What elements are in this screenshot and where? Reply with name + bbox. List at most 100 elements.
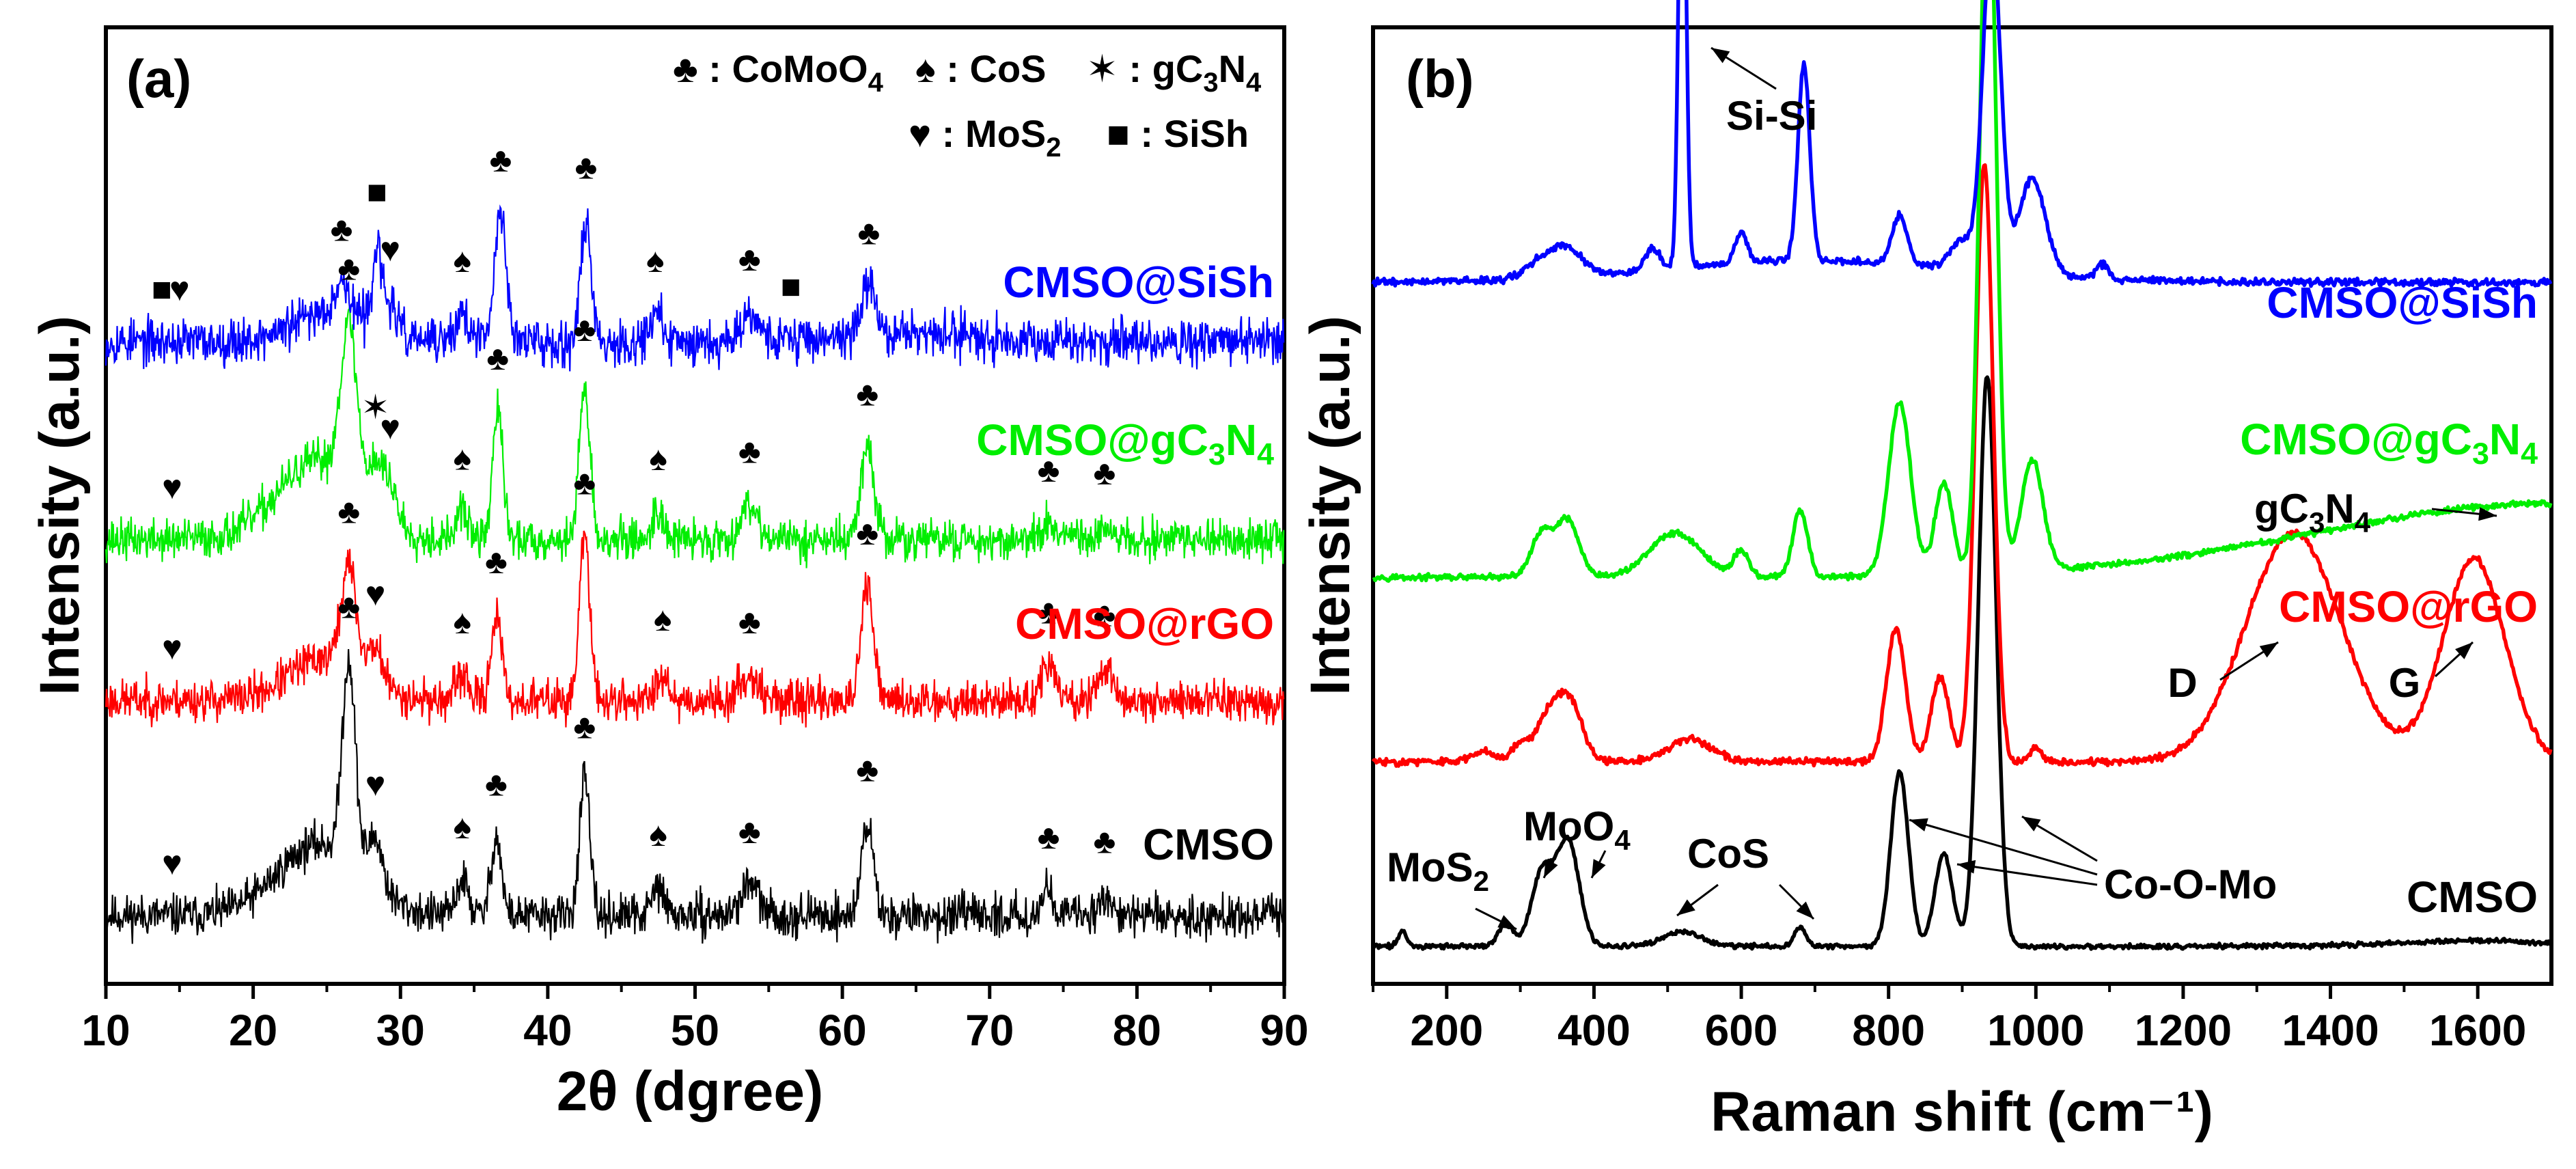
x-tick-label: 20	[229, 1006, 277, 1055]
raman-series-cmso	[1372, 375, 2553, 951]
annotation-arrow-head	[1796, 901, 1814, 919]
panel-b-series-group	[1371, 0, 2553, 951]
xrd-peak-marker: ♣	[485, 765, 508, 803]
xrd-peak-marker: ♠	[454, 603, 472, 641]
xrd-peak-marker: ♣	[1093, 454, 1116, 492]
xrd-peak-marker: ♣	[856, 751, 878, 789]
x-tick-label: 1600	[2429, 1006, 2526, 1055]
legend-entry: ■ : SiSh	[1107, 112, 1249, 155]
legend-entry: ✶ : gC3N4	[1086, 47, 1262, 98]
xrd-series-cmso	[105, 649, 1285, 944]
annotation-arrow-head	[1677, 899, 1695, 916]
annotation-arrow-head	[1909, 818, 1928, 831]
raman-annotation: CoS	[1687, 831, 1769, 877]
annotation-arrow-head	[2022, 816, 2041, 831]
x-tick-label: 10	[81, 1006, 130, 1055]
panel-b: (b) CMSO CMSO@rGO CMSO@gC3N4 CMSO@SiSh Si-S…	[1299, 0, 2553, 1143]
raman-annotation: MoS2	[1387, 844, 1489, 897]
xrd-peak-marker: ♠	[649, 439, 667, 478]
annotation-arrow-head	[1957, 859, 1976, 874]
annotation-arrow-head	[2259, 642, 2278, 658]
raman-annotation: gC3N4	[2254, 486, 2371, 538]
xrd-peak-marker: ♣	[856, 514, 878, 552]
annotation-arrow-line	[1909, 819, 2098, 876]
annotation-arrow-head	[1592, 859, 1606, 878]
xrd-peak-marker: ♠	[454, 808, 472, 846]
xrd-peak-marker: ♣	[738, 240, 761, 278]
panel-a-x-ticks: 10 20 30 40 50 60 70 80 90	[81, 984, 1309, 1055]
x-tick-label: 90	[1260, 1006, 1308, 1055]
xrd-label-cmso-sish: CMSO@SiSh	[1003, 258, 1274, 307]
xrd-peak-marker: ♣	[486, 339, 509, 377]
raman-label-cmso-sish: CMSO@SiSh	[2267, 278, 2538, 327]
panel-b-label: (b)	[1406, 49, 1474, 109]
xrd-peak-marker: ♠	[454, 439, 472, 478]
panel-b-y-axis-title: Intensity (a.u.)	[1299, 316, 1361, 696]
raman-series-cmso-sish	[1371, 0, 2553, 288]
panel-b-x-axis-title: Raman shift (cm⁻¹)	[1711, 1081, 2213, 1143]
xrd-peak-marker: ♣	[738, 432, 761, 471]
xrd-peak-marker: ♠	[454, 241, 472, 279]
x-tick-label: 80	[1113, 1006, 1161, 1055]
raman-label-cmso: CMSO	[2407, 872, 2538, 922]
panel-a-label: (a)	[126, 49, 191, 109]
xrd-peak-marker: ♣	[856, 375, 878, 413]
xrd-peak-marker: ♥	[365, 765, 386, 803]
xrd-peak-marker: ♣	[574, 148, 597, 187]
raman-annotation: D	[2168, 660, 2197, 706]
xrd-peak-marker: ♥	[162, 468, 182, 506]
xrd-peak-marker: ♣	[1093, 823, 1116, 861]
panel-b-series-labels: CMSO CMSO@rGO CMSO@gC3N4 CMSO@SiSh	[2240, 278, 2538, 922]
x-tick-label: 1200	[2135, 1006, 2232, 1055]
legend-entry: ♥ : MoS2	[909, 112, 1061, 163]
xrd-peak-marker: ♥	[169, 270, 190, 308]
xrd-peak-marker: ■	[367, 173, 387, 211]
panel-b-x-ticks: 200 400 600 800 1000 1200 1400 1600	[1372, 984, 2526, 1055]
xrd-peak-marker: ♣	[573, 464, 596, 502]
raman-series-cmso-rgo	[1371, 163, 2553, 768]
xrd-peak-marker: ■	[781, 267, 801, 305]
xrd-peak-marker: ♣	[857, 213, 880, 251]
legend-entry: ♠ : CoS	[915, 47, 1047, 90]
xrd-series-cmso-sish	[105, 204, 1285, 372]
xrd-peak-marker: ♣	[738, 812, 761, 851]
raman-series-cmso-gc3n4	[1372, 0, 2553, 583]
x-tick-label: 30	[376, 1006, 425, 1055]
x-tick-label: 40	[523, 1006, 572, 1055]
x-tick-label: 60	[818, 1006, 867, 1055]
xrd-peak-marker: ♣	[738, 603, 761, 641]
x-tick-label: 1400	[2282, 1006, 2379, 1055]
xrd-peak-marker: ♣	[1093, 596, 1116, 634]
raman-annotation: Co-O-Mo	[2104, 862, 2277, 907]
xrd-peak-marker: ♣	[1038, 451, 1060, 489]
x-tick-label: 50	[671, 1006, 719, 1055]
xrd-peak-marker: ♣	[485, 542, 508, 581]
x-tick-label: 600	[1705, 1006, 1778, 1055]
annotation-arrow-head	[2478, 507, 2497, 521]
raman-label-cmso-rgo: CMSO@rGO	[2279, 582, 2538, 631]
xrd-peak-marker: ♣	[1038, 818, 1060, 856]
xrd-peak-marker: ♣	[489, 141, 512, 179]
x-tick-label: 400	[1557, 1006, 1631, 1055]
legend-entry: ♣ : CoMoO4	[673, 47, 884, 98]
xrd-peak-marker: ♥	[162, 629, 182, 667]
raman-label-cmso-gc3n4: CMSO@gC3N4	[2240, 415, 2538, 471]
xrd-label-cmso-gc3n4: CMSO@gC3N4	[976, 415, 1274, 471]
xrd-peak-marker: ♣	[573, 708, 596, 746]
panel-a-legend: ♣ : CoMoO4 ♠ : CoS ✶ : gC3N4 ♥ : MoS2 ■ : Si…	[673, 47, 1262, 163]
xrd-peak-marker: ✶	[361, 388, 390, 426]
xrd-peak-marker: ♠	[654, 600, 672, 638]
xrd-label-cmso: CMSO	[1143, 820, 1274, 869]
panel-b-annotations: Si-Si gC3N4 D G MoS2 MoO4 CoS Co-O-Mo	[1387, 46, 2497, 931]
panel-a-y-axis-title: Intensity (a.u.)	[29, 316, 91, 696]
xrd-series-cmso-gc3n4	[105, 305, 1285, 568]
panel-a-x-axis-title: 2θ (dgree)	[557, 1060, 824, 1123]
xrd-peak-marker: ♣	[1038, 593, 1060, 631]
annotation-arrow-head	[1711, 48, 1730, 64]
xrd-peak-marker: ♥	[380, 408, 400, 446]
raman-annotation: G	[2389, 660, 2421, 706]
panel-a-markers-group: ♥♣♥♠♣♣♠ ♣♣♣ ♣♥♣♥♠♣♣♠ ♣♣♣ ♣♥♣✶♥♠♣♣♠ ♣♣♣ ♣■♥♣■♥ ♠…	[152, 141, 1116, 882]
raman-annotation: Si-Si	[1726, 93, 1817, 139]
xrd-peak-marker: ♣	[331, 210, 353, 249]
